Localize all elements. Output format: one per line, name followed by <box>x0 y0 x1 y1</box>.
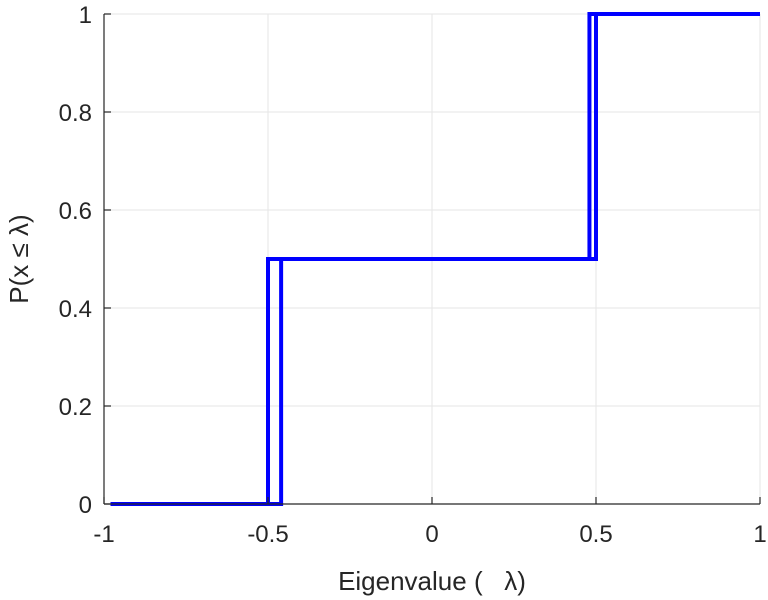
tick-labels: -1 -0.5 0 0.5 1 0 0.2 0.4 0.6 0.8 1 <box>59 2 767 548</box>
y-tick-label: 1 <box>79 2 92 29</box>
x-axis-label: Eigenvalue ( λ) <box>338 566 526 596</box>
y-tick-label: 0 <box>79 492 92 519</box>
y-tick-label: 0.6 <box>59 198 92 225</box>
x-tick-label: -1 <box>93 521 114 548</box>
y-axis-label: P(x ≤ λ) <box>4 214 34 303</box>
x-tick-label: -0.5 <box>247 521 288 548</box>
x-tick-label: 0.5 <box>579 521 612 548</box>
y-tick-label: 0.8 <box>59 100 92 127</box>
x-tick-label: 1 <box>753 521 766 548</box>
x-tick-label: 0 <box>425 521 438 548</box>
y-tick-label: 0.2 <box>59 394 92 421</box>
y-tick-label: 0.4 <box>59 296 92 323</box>
axes <box>103 13 761 505</box>
